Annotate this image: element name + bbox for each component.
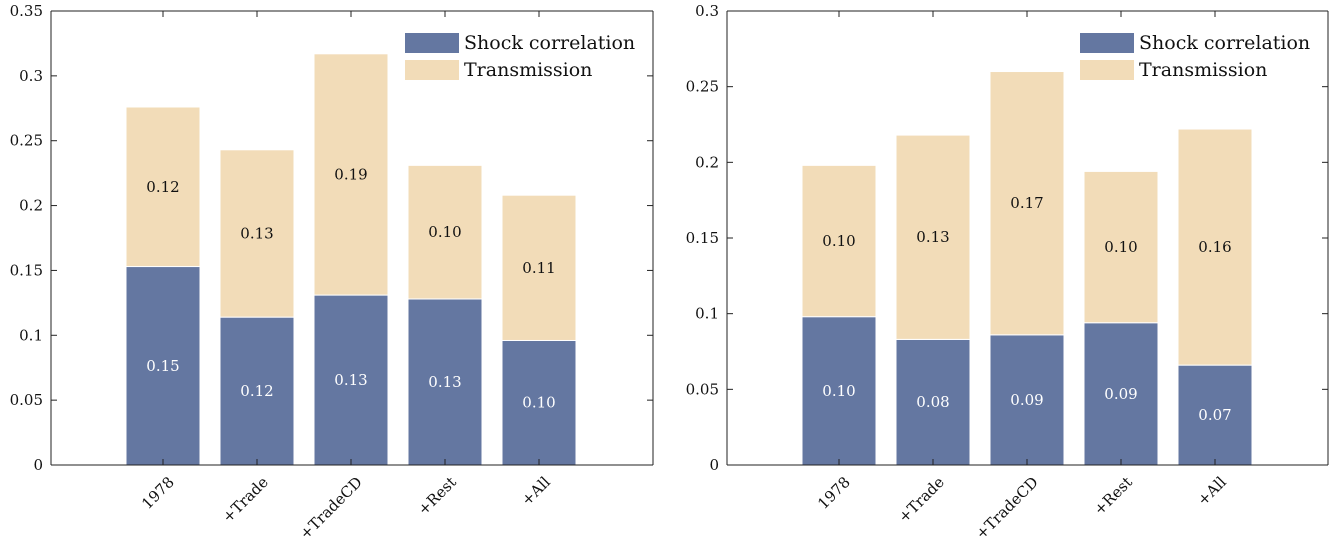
legend-swatch-transmission: [1080, 60, 1134, 80]
shock-bar-2: [989, 334, 1065, 466]
legend-swatch-transmission: [405, 60, 459, 80]
category-label: +TradeCD: [972, 473, 1042, 543]
shock-value-label: 0.08: [916, 393, 949, 411]
shock-bar-4: [501, 339, 577, 466]
shock-bar-2: [313, 294, 389, 466]
category-label: +Rest: [1090, 473, 1136, 519]
transmission-bar-3: [407, 164, 483, 300]
transmission-value-label: 0.17: [1010, 194, 1043, 212]
shock-bar-0: [125, 266, 201, 466]
transmission-value-label: 0.12: [146, 178, 179, 196]
transmission-value-label: 0.13: [240, 224, 273, 242]
shock-bar-3: [407, 298, 483, 466]
y-tick-label: 0.05: [686, 380, 719, 398]
y-tick-label: 0: [33, 456, 43, 474]
transmission-bar-4: [1177, 128, 1253, 366]
category-label: +TradeCD: [296, 473, 366, 543]
y-tick-label: 0.1: [19, 326, 43, 344]
shock-bar-1: [895, 338, 971, 466]
transmission-value-label: 0.10: [1104, 238, 1137, 256]
y-tick-label: 0.25: [686, 78, 719, 96]
y-tick-label: 0.35: [10, 2, 43, 20]
y-tick-label: 0.3: [695, 2, 719, 20]
shock-value-label: 0.09: [1010, 391, 1043, 409]
category-label: +Trade: [895, 473, 948, 526]
transmission-value-label: 0.13: [916, 228, 949, 246]
transmission-bar-1: [219, 149, 295, 318]
shock-value-label: 0.13: [428, 373, 461, 391]
shock-value-label: 0.07: [1198, 406, 1231, 424]
shock-value-label: 0.10: [522, 394, 555, 412]
right-chart: 0 0.05 0.1 0.15 0.2 0.25 0.3 0.10 0.10 1978 0.08 0.…: [686, 2, 1329, 543]
category-label: +All: [518, 473, 554, 509]
shock-value-label: 0.09: [1104, 385, 1137, 403]
y-tick-label: 0.15: [10, 261, 43, 279]
left-chart: 0 0.05 0.1 0.15 0.2 0.25 0.3 0.35 0.15 0.12 1978 0.…: [10, 2, 654, 543]
transmission-value-label: 0.16: [1198, 238, 1231, 256]
legend-label: Shock correlation: [1139, 32, 1310, 54]
y-tick-label: 0.05: [10, 391, 43, 409]
transmission-bar-0: [801, 164, 877, 318]
y-tick-label: 0.2: [19, 197, 43, 215]
transmission-value-label: 0.10: [428, 223, 461, 241]
transmission-value-label: 0.11: [522, 259, 555, 277]
legend-swatch-shock: [405, 33, 459, 53]
transmission-bar-4: [501, 194, 577, 341]
y-tick-label: 0.15: [686, 229, 719, 247]
legend-label: Transmission: [464, 59, 592, 81]
category-label: +Trade: [219, 473, 272, 526]
transmission-bar-2: [989, 71, 1065, 336]
transmission-bar-1: [895, 134, 971, 340]
transmission-value-label: 0.10: [822, 232, 855, 250]
legend-swatch-shock: [1080, 33, 1134, 53]
transmission-value-label: 0.19: [334, 165, 367, 183]
shock-bar-0: [801, 316, 877, 466]
shock-value-label: 0.12: [240, 382, 273, 400]
y-tick-label: 0.1: [695, 305, 719, 323]
shock-value-label: 0.15: [146, 357, 179, 375]
y-tick-label: 0: [709, 456, 719, 474]
legend-label: Transmission: [1139, 59, 1267, 81]
legend-label: Shock correlation: [464, 32, 635, 54]
shock-value-label: 0.13: [334, 371, 367, 389]
y-tick-label: 0.25: [10, 132, 43, 150]
category-label: 1978: [138, 473, 178, 513]
shock-value-label: 0.10: [822, 382, 855, 400]
category-label: 1978: [814, 473, 854, 513]
category-label: +All: [1194, 473, 1230, 509]
transmission-bar-0: [125, 106, 201, 268]
category-label: +Rest: [414, 473, 460, 519]
transmission-bar-2: [313, 53, 389, 296]
transmission-bar-3: [1083, 170, 1159, 324]
y-tick-label: 0.3: [19, 67, 43, 85]
y-tick-label: 0.2: [695, 153, 719, 171]
